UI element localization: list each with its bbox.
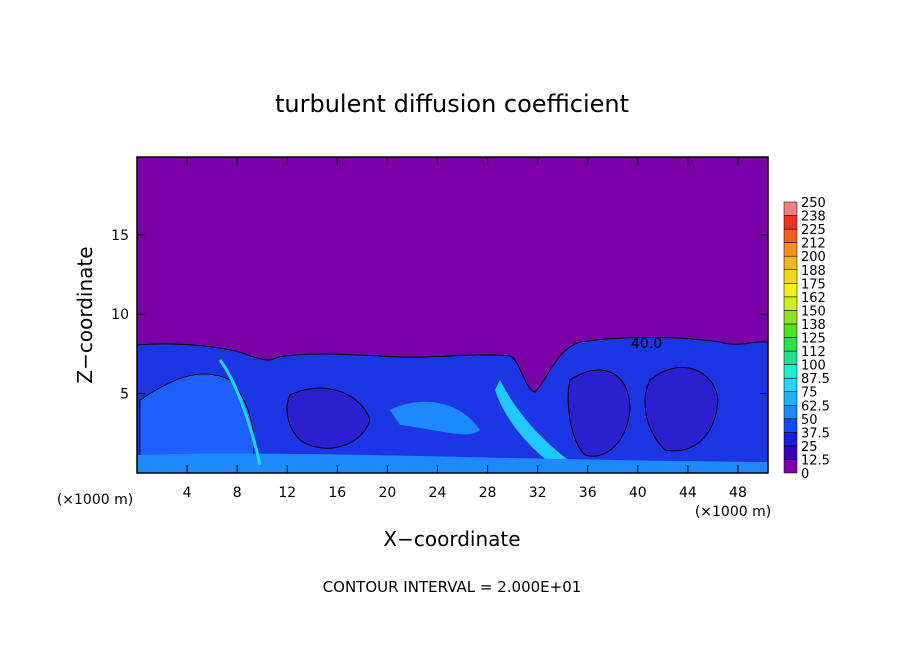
colorbar-swatch (783, 377, 798, 392)
x-tick-label: 32 (529, 485, 547, 501)
colorbar-swatch (783, 323, 798, 338)
colorbar-swatch (783, 405, 798, 420)
colorbar-label: 50 (801, 413, 818, 428)
colorbar-label: 225 (801, 223, 826, 238)
colorbar-label: 162 (801, 291, 826, 306)
subtitle: CONTOUR INTERVAL = 2.000E+01 (323, 578, 582, 596)
colorbar-label: 150 (801, 304, 826, 319)
colorbar-label: 0 (801, 467, 809, 482)
y-axis-label: Z−coordinate (73, 246, 97, 383)
colorbar-label: 125 (801, 332, 826, 347)
eddy (286, 387, 371, 449)
colorbar-label: 250 (801, 196, 826, 211)
chart-title: turbulent diffusion coefficient (275, 90, 629, 118)
colorbar-swatch (783, 215, 798, 230)
x-unit-label: (×1000 m) (57, 492, 133, 508)
colorbar-swatch (783, 296, 798, 311)
x-tick-label: 4 (183, 485, 192, 501)
y-tick-label: 10 (111, 307, 129, 323)
field (136, 157, 769, 474)
colorbar-label: 37.5 (801, 426, 830, 441)
x-tick-label: 48 (729, 485, 747, 501)
x-unit-label: (×1000 m) (695, 504, 771, 520)
colorbar-label: 175 (801, 277, 826, 292)
colorbar-swatch (783, 445, 798, 460)
colorbar-swatch (783, 269, 798, 284)
colorbar-swatch (783, 391, 798, 406)
colorbar-swatch (783, 350, 798, 365)
colorbar-label: 212 (801, 237, 826, 252)
eddy (567, 369, 631, 457)
colorbar-label: 188 (801, 264, 826, 279)
x-tick-label: 8 (233, 485, 242, 501)
colorbar-label: 112 (801, 345, 826, 360)
surface-layer (137, 453, 768, 473)
colorbar-label: 25 (801, 440, 818, 455)
eddy (644, 366, 719, 452)
colorbar-label: 12.5 (801, 453, 830, 468)
jet (390, 401, 480, 435)
colorbar-label: 75 (801, 386, 818, 401)
y-tick-label: 5 (120, 387, 129, 403)
colorbar-label: 200 (801, 250, 826, 265)
x-tick-label: 40 (629, 485, 647, 501)
colorbar-label: 238 (801, 210, 826, 225)
colorbar-swatch (783, 459, 798, 474)
colorbar-swatch (783, 242, 798, 257)
x-tick-label: 20 (378, 485, 396, 501)
x-tick-label: 28 (479, 485, 497, 501)
contour-label: 40.0 (631, 336, 662, 352)
x-tick-label: 24 (429, 485, 447, 501)
colorbar-swatch (783, 418, 798, 433)
y-tick-label: 15 (111, 228, 129, 244)
x-tick-label: 44 (679, 485, 697, 501)
colorbar-swatch (783, 228, 798, 243)
streak (218, 359, 262, 466)
x-axis-label: X−coordinate (383, 527, 520, 551)
colorbar-swatch (783, 283, 798, 298)
colorbar-swatch (783, 255, 798, 271)
x-tick-label: 12 (278, 485, 296, 501)
colorbar-label: 62.5 (801, 399, 830, 414)
colorbar-swatch (783, 337, 798, 352)
colorbar-swatch (783, 310, 798, 325)
plot-frame (136, 156, 769, 474)
colorbar-label: 87.5 (801, 372, 830, 387)
colorbar-swatch (783, 201, 798, 216)
x-tick-label: 16 (328, 485, 346, 501)
colorbar-swatch (783, 432, 798, 447)
x-tick-label: 36 (579, 485, 597, 501)
colorbar-label: 138 (801, 318, 826, 333)
colorbar-label: 100 (801, 359, 826, 374)
colorbar-swatch (783, 364, 798, 379)
